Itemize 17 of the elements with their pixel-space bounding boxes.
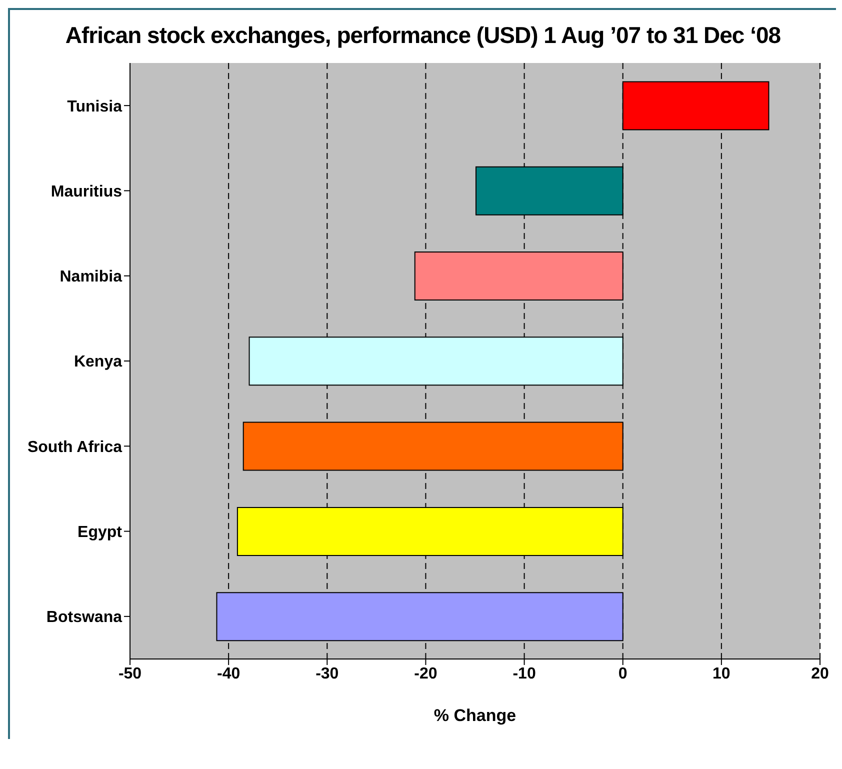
- x-tick-label: 10: [712, 665, 730, 682]
- y-tick-label: Mauritius: [50, 183, 122, 200]
- x-tick-label: -30: [316, 665, 339, 682]
- x-tick-label: 20: [811, 665, 829, 682]
- y-tick-label: Egypt: [78, 524, 123, 541]
- x-tick-label: -20: [414, 665, 438, 682]
- y-tick-label: Namibia: [60, 268, 122, 286]
- chart-title: African stock exchanges, performance (USD) 1 Aug ’07 to 31 Dec ‘08: [64, 21, 782, 49]
- x-tick-label: 0: [618, 665, 628, 682]
- y-tick-label: Kenya: [74, 354, 122, 371]
- y-tick-label: Tunisia: [67, 98, 122, 116]
- x-tick-label: -50: [118, 665, 142, 682]
- y-tick-label: South Africa: [27, 438, 122, 456]
- x-tick-label: -40: [217, 665, 240, 682]
- x-axis-title: % Change: [434, 706, 516, 725]
- y-tick-label: Botswana: [46, 609, 122, 626]
- x-tick-label: -10: [512, 665, 536, 682]
